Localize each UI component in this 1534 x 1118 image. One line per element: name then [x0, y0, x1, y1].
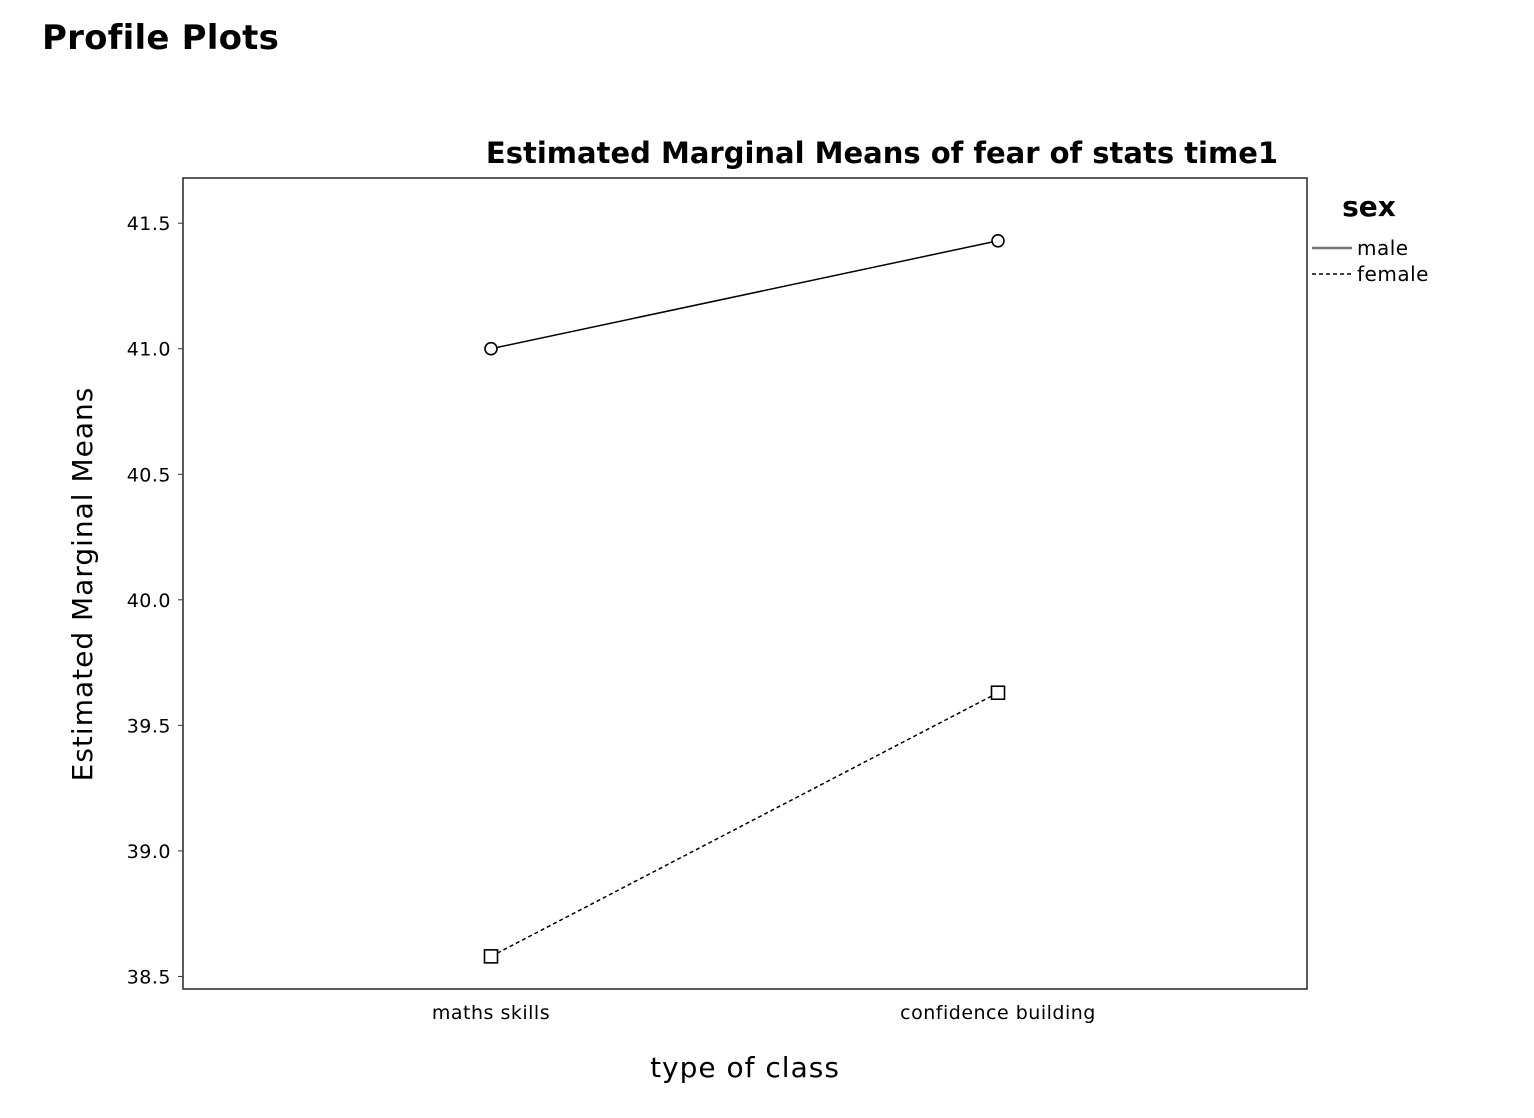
series-female — [483, 685, 1006, 964]
plot-area — [182, 177, 1308, 990]
y-tick-label: 39.5 — [127, 715, 171, 737]
y-tick-label: 40.5 — [127, 464, 171, 486]
series-line — [490, 240, 999, 350]
data-point — [483, 949, 499, 964]
series-male — [484, 233, 1005, 356]
series-line — [490, 692, 999, 958]
data-point — [990, 685, 1006, 701]
data-point — [484, 341, 498, 356]
y-tick-label: 40.0 — [127, 590, 171, 612]
x-axis: maths skills confidence building — [432, 1002, 1096, 1024]
plot-border — [182, 177, 1308, 990]
chart-title: Estimated Marginal Means of fear of stat… — [486, 136, 1278, 170]
x-tick-label: maths skills — [432, 1002, 550, 1024]
legend-label-male: male — [1357, 236, 1409, 260]
y-axis-title: Estimated Marginal Means — [66, 387, 99, 782]
x-axis-title: type of class — [650, 1051, 840, 1084]
y-axis: 38.5 39.0 39.5 40.0 40.5 41.0 41.5 — [127, 213, 183, 988]
legend-label-female: female — [1357, 262, 1429, 286]
y-tick-label: 41.0 — [127, 339, 171, 361]
series-layer — [483, 233, 1006, 964]
x-tick-label: confidence building — [900, 1002, 1096, 1024]
y-tick-label: 38.5 — [127, 966, 171, 988]
section-heading: Profile Plots — [42, 18, 280, 58]
legend-title: sex — [1342, 190, 1396, 223]
y-tick-label: 39.0 — [127, 841, 171, 863]
y-tick-label: 41.5 — [127, 213, 171, 235]
data-point — [991, 233, 1005, 248]
